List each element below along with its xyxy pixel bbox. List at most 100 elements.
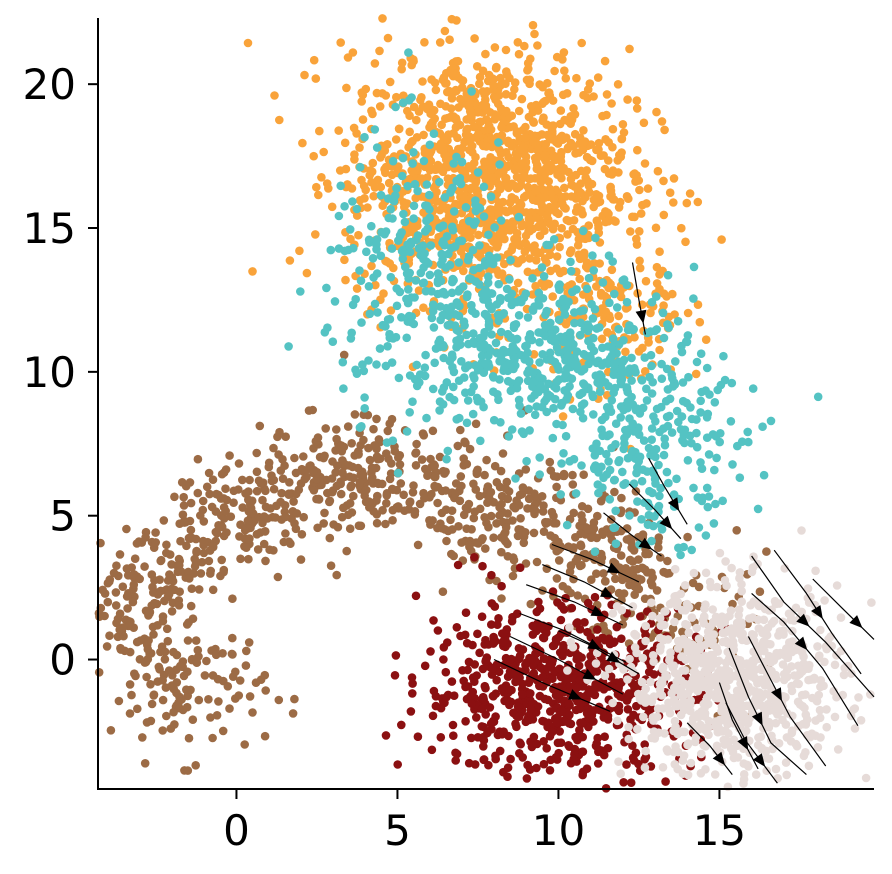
data-point	[480, 513, 489, 522]
data-point	[467, 525, 476, 534]
data-point	[451, 756, 461, 765]
data-point	[453, 560, 463, 570]
data-point	[555, 285, 564, 295]
data-point	[140, 658, 150, 667]
data-point	[655, 646, 665, 655]
data-point	[149, 691, 158, 700]
data-point	[649, 727, 659, 736]
data-point	[583, 627, 592, 637]
data-point	[531, 213, 541, 222]
data-point	[135, 574, 144, 584]
data-point	[368, 253, 378, 263]
data-point	[613, 716, 622, 726]
data-point	[539, 185, 549, 195]
data-point	[102, 642, 112, 651]
data-point	[628, 325, 637, 335]
data-point	[691, 733, 701, 742]
data-point	[453, 56, 463, 66]
data-point	[578, 770, 587, 780]
data-point	[568, 224, 578, 234]
data-point	[535, 231, 545, 240]
data-point	[481, 683, 490, 693]
data-point	[438, 144, 448, 154]
data-point	[429, 616, 438, 625]
data-point	[543, 390, 552, 399]
data-point	[673, 644, 683, 653]
data-point	[648, 377, 657, 387]
data-point	[385, 419, 395, 429]
data-point	[534, 296, 543, 305]
data-point	[469, 265, 478, 275]
data-point	[847, 669, 856, 678]
data-point	[105, 631, 114, 640]
data-point	[425, 162, 434, 171]
data-point	[595, 387, 605, 397]
data-point	[626, 227, 635, 236]
data-point	[388, 156, 398, 166]
data-point	[401, 262, 410, 272]
data-point	[614, 701, 624, 711]
data-point	[448, 362, 457, 372]
data-point	[501, 484, 511, 493]
data-point	[611, 539, 621, 548]
data-point	[460, 630, 470, 640]
data-point	[447, 677, 457, 686]
data-point	[593, 73, 603, 82]
data-point	[412, 360, 422, 370]
data-point	[451, 748, 460, 758]
data-point	[497, 547, 506, 557]
data-point	[738, 629, 747, 638]
data-point	[341, 164, 351, 174]
data-point	[486, 346, 496, 356]
data-point	[677, 223, 686, 233]
data-point	[577, 560, 586, 570]
data-point	[532, 607, 542, 617]
data-point	[599, 569, 608, 578]
data-point	[521, 239, 531, 248]
data-point	[737, 437, 747, 447]
data-point	[448, 720, 458, 730]
data-point	[546, 335, 556, 345]
data-point	[602, 403, 612, 412]
data-point	[503, 494, 513, 504]
data-point	[770, 653, 779, 663]
data-point	[304, 406, 314, 415]
data-point	[421, 350, 430, 360]
data-point	[407, 60, 417, 70]
data-point	[612, 602, 622, 611]
data-point	[352, 284, 362, 293]
data-point	[613, 80, 623, 89]
data-point	[147, 699, 157, 709]
data-point	[516, 514, 525, 523]
data-point	[549, 471, 559, 481]
data-point	[693, 197, 703, 207]
data-point	[452, 342, 461, 352]
data-point	[614, 324, 623, 334]
data-point	[221, 506, 230, 516]
data-point	[361, 185, 371, 195]
data-point	[167, 607, 177, 616]
data-point	[390, 671, 400, 680]
data-point	[410, 507, 420, 516]
data-point	[669, 198, 678, 207]
data-point	[356, 276, 366, 286]
data-point	[563, 351, 573, 360]
data-point	[689, 483, 698, 493]
data-point	[561, 431, 571, 441]
data-point	[648, 488, 657, 498]
data-point	[558, 420, 567, 430]
data-point	[684, 628, 694, 637]
data-point	[515, 651, 525, 661]
data-point	[492, 675, 502, 685]
data-point	[705, 577, 715, 587]
data-point	[647, 536, 656, 546]
data-point	[158, 676, 167, 685]
data-point	[313, 433, 323, 442]
data-point	[141, 606, 151, 616]
data-point	[696, 396, 705, 406]
data-point	[699, 741, 709, 750]
data-point	[775, 627, 785, 636]
data-point	[473, 733, 483, 742]
data-point	[242, 543, 251, 552]
data-point	[322, 179, 332, 188]
